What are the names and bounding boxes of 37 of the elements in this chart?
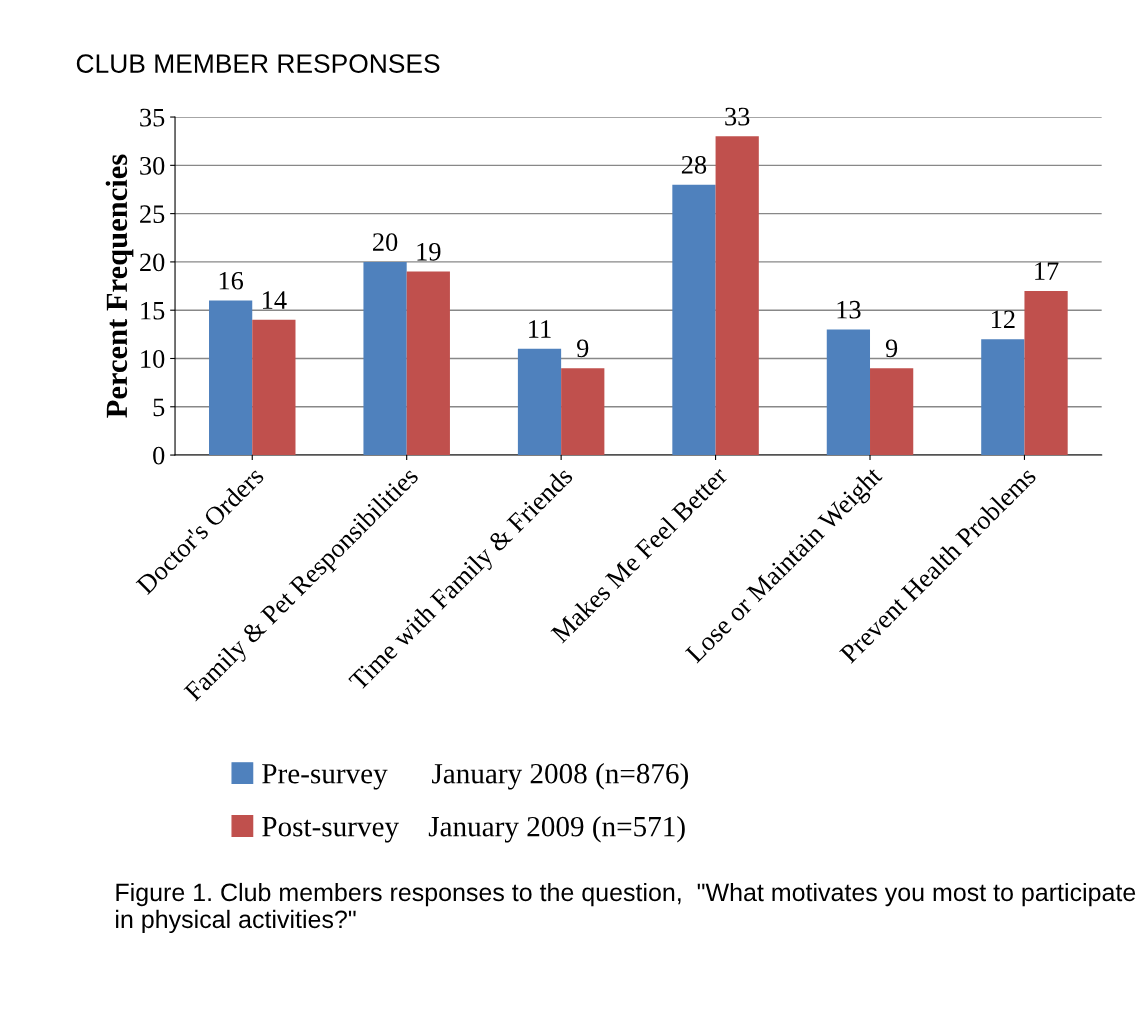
bar — [561, 368, 605, 456]
data-label: 9 — [885, 339, 898, 358]
data-label: 11 — [529, 320, 551, 338]
y-tick-label: 0 — [153, 446, 165, 465]
y-tick-label: 5 — [153, 398, 165, 417]
bar — [1024, 290, 1068, 456]
data-label: 12 — [991, 310, 1015, 328]
bar — [406, 271, 450, 456]
y-tick-label: 30 — [140, 156, 165, 175]
data-label: 9 — [577, 339, 589, 358]
bar — [252, 319, 296, 456]
data-label: 20 — [373, 233, 398, 251]
legend-label: Post-survey January 2009 (n=571) — [262, 815, 685, 843]
y-tick-label: 25 — [140, 205, 165, 224]
caption: Figure 1. Club members responses to the question, "What motivates you most to participate in physical activities?" — [116, 882, 1136, 934]
bar — [826, 329, 871, 456]
data-label: 28 — [681, 155, 707, 174]
chart-title: CLUB MEMBER RESPONSES — [76, 54, 440, 73]
bar — [517, 348, 562, 456]
y-tick-label: 20 — [140, 253, 165, 272]
bar — [981, 339, 1025, 456]
y-tick-label: 10 — [141, 350, 165, 368]
y-tick-label: 15 — [141, 301, 165, 320]
bar — [209, 300, 253, 456]
bar — [715, 136, 759, 456]
y-axis-title: Percent Frequencies — [105, 154, 134, 418]
legend-label: Pre-survey January 2008 (n=876) — [262, 763, 688, 790]
bar — [870, 368, 914, 456]
bar — [363, 261, 407, 456]
data-label: 14 — [263, 291, 287, 309]
data-label: 19 — [417, 242, 441, 261]
data-label: 13 — [837, 300, 861, 319]
data-label: 17 — [1035, 262, 1059, 280]
data-label: 16 — [219, 271, 244, 290]
data-label: 33 — [725, 107, 750, 126]
y-tick-label: 35 — [140, 108, 165, 127]
bar — [672, 184, 716, 456]
